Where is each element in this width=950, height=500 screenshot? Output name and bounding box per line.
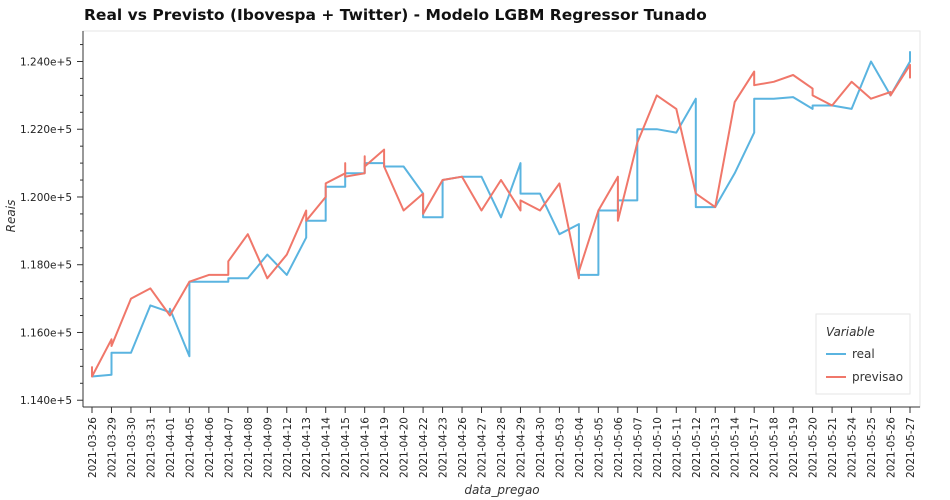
x-tick-label: 2021-04-28 [496,417,508,478]
x-tick-label: 2021-05-03 [554,417,566,478]
x-axis: 2021-03-26 2021-03-29 2021-03-30 2021-03-31… [87,407,917,478]
x-tick-label: 2021-04-15 [340,417,352,478]
x-axis-title: data_pregao [464,483,539,497]
x-tick-label: 2021-03-29 [106,417,118,478]
series-layer [91,51,911,378]
x-tick-label: 2021-04-05 [184,417,196,478]
legend-title: Variable [826,325,875,339]
x-tick-label: 2021-05-24 [847,417,859,478]
x-tick-label: 2021-04-12 [282,417,294,478]
x-tick-label: 2021-03-26 [87,417,99,478]
x-tick-label: 2021-05-21 [827,417,839,478]
legend-label-previsao: previsao [852,370,903,384]
y-tick-label: 1.200e+5 [20,192,72,204]
x-tick-label: 2021-03-31 [145,417,157,478]
x-tick-label: 2021-05-27 [905,417,917,478]
x-tick-label: 2021-04-23 [438,417,450,478]
x-tick-label: 2021-04-20 [399,417,411,478]
y-tick-label: 1.220e+5 [20,124,72,136]
x-tick-label: 2021-04-30 [535,417,547,478]
x-tick-label: 2021-05-14 [730,417,742,478]
plot-area [82,30,921,408]
legend: Variable real previsao [815,313,911,395]
x-tick-label: 2021-05-04 [574,417,586,478]
x-tick-label: 2021-05-05 [593,417,605,478]
x-tick-label: 2021-04-01 [165,417,177,478]
y-tick-label: 1.240e+5 [20,56,72,68]
y-axis-title: Reais [4,200,18,233]
x-tick-label: 2021-04-19 [379,417,391,478]
x-tick-label: 2021-05-11 [671,417,683,478]
x-tick-label: 2021-04-06 [204,417,216,478]
y-axis: 1.140e+5 1.160e+5 1.180e+5 1.200e+5 1.220e+5… [20,44,83,407]
x-tick-label: 2021-05-18 [769,417,781,478]
x-tick-label: 2021-04-09 [262,417,274,478]
x-tick-label: 2021-05-12 [691,417,703,478]
x-tick-label: 2021-04-29 [515,417,527,478]
x-tick-label: 2021-05-20 [808,417,820,478]
x-tick-label: 2021-04-13 [301,417,313,478]
y-tick-label: 1.180e+5 [20,260,72,272]
x-tick-label: 2021-05-06 [613,417,625,478]
x-tick-label: 2021-05-25 [866,417,878,478]
x-tick-label: 2021-05-17 [749,417,761,478]
x-tick-label: 2021-04-27 [477,417,489,478]
x-tick-label: 2021-05-19 [788,417,800,478]
legend-label-real: real [852,347,875,361]
x-tick-label: 2021-04-14 [321,417,333,478]
series-line-real [91,51,911,378]
x-tick-label: 2021-04-07 [223,417,235,478]
y-tick-label: 1.160e+5 [20,327,72,339]
x-tick-label: 2021-05-26 [886,417,898,478]
x-tick-label: 2021-04-08 [243,417,255,478]
x-tick-label: 2021-03-30 [126,417,138,478]
chart-title: Real vs Previsto (Ibovespa + Twitter) - … [84,6,707,24]
x-tick-label: 2021-04-22 [418,417,430,478]
x-tick-label: 2021-05-07 [632,417,644,478]
x-tick-label: 2021-04-16 [360,417,372,478]
x-tick-label: 2021-05-10 [652,417,664,478]
y-tick-label: 1.140e+5 [20,395,72,407]
series-line-previsao [91,63,911,378]
x-tick-label: 2021-04-26 [457,417,469,478]
x-tick-label: 2021-05-13 [710,417,722,478]
